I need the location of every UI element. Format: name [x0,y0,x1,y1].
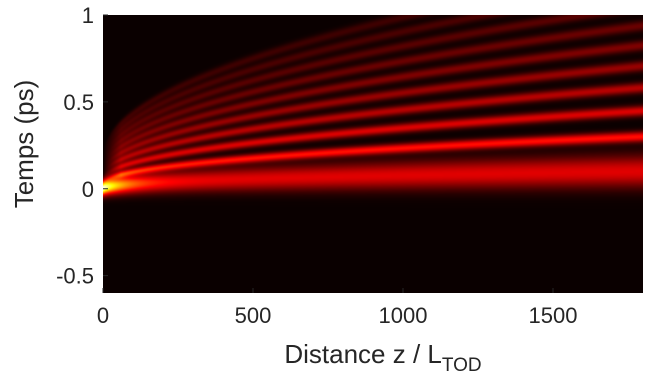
x-axis-title: Distance z / LTOD [284,339,481,376]
y-tick-label: 0 [82,177,94,202]
x-tick-label: 1000 [379,303,428,328]
x-tick-label: 0 [97,303,109,328]
y-tick-label: -0.5 [56,264,94,289]
plot-area [103,15,643,293]
x-axis-title-subscript: TOD [442,355,482,376]
x-tick-label: 1500 [529,303,578,328]
y-axis-title: Temps (ps) [9,80,39,209]
x-axis: 0 500 1000 1500 [97,288,578,328]
y-tick-label: 1 [82,3,94,28]
x-axis-title-main: Distance z / L [284,339,442,369]
heatmap-image [103,15,643,293]
x-tick-label: 500 [235,303,272,328]
y-axis: 1 0.5 0 -0.5 [56,3,108,289]
y-tick-label: 0.5 [63,90,94,115]
